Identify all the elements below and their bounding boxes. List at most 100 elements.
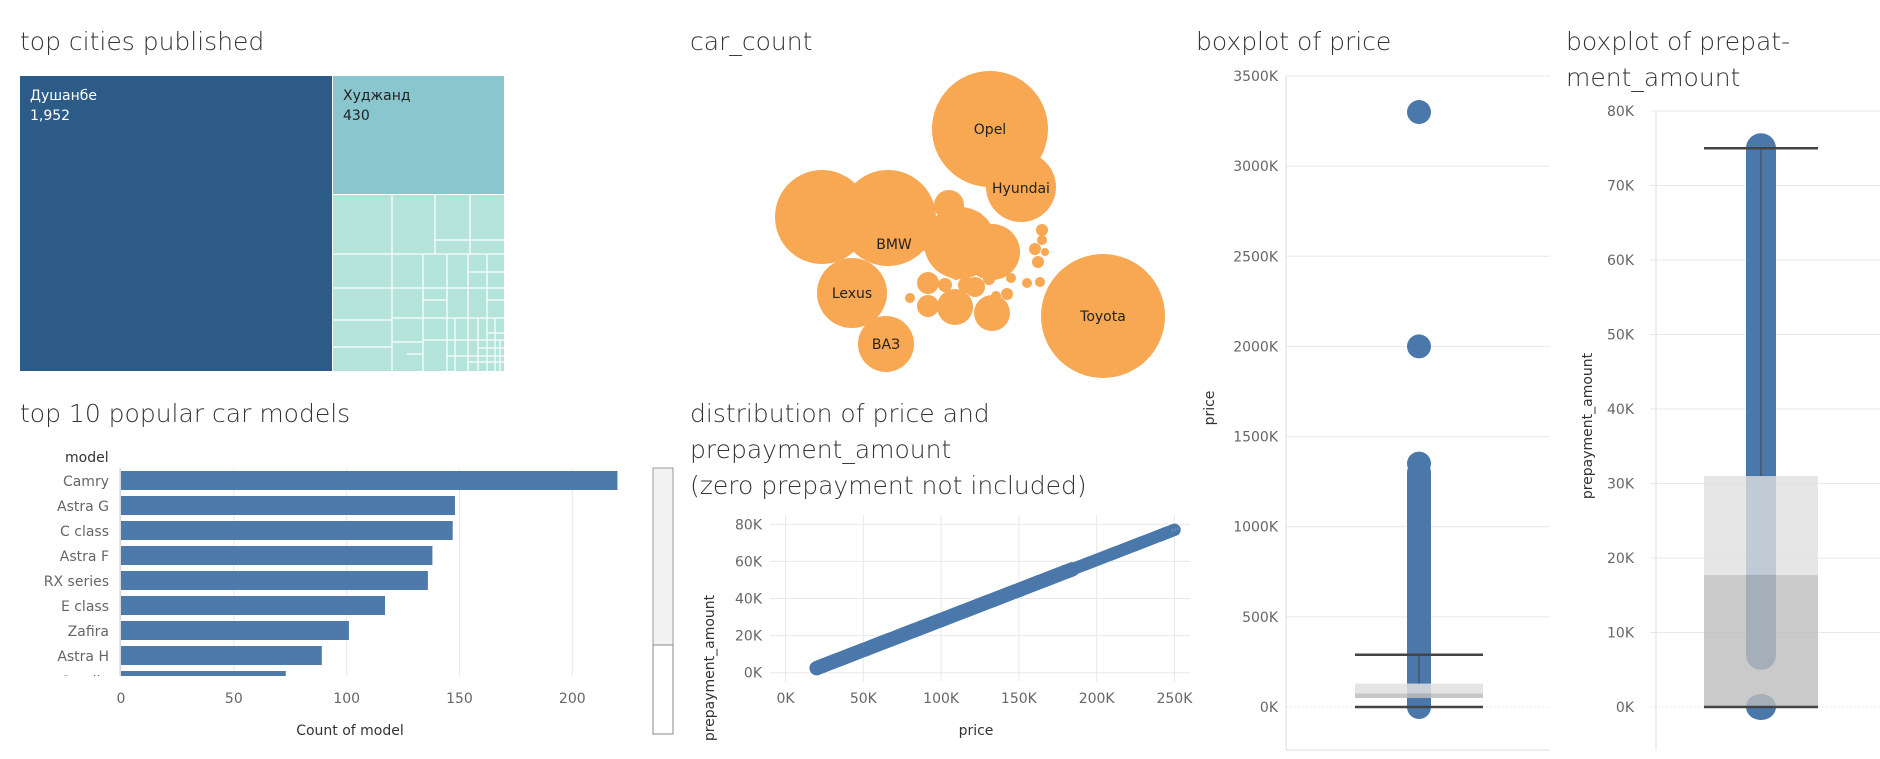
treemap-panel: top cities published Душанбе 1,952 Худжа…	[0, 0, 520, 380]
bubble-vaz[interactable]	[858, 316, 914, 372]
treemap-node-dushanbe[interactable]	[20, 76, 332, 371]
bar-x-tick-label: 100	[333, 691, 360, 707]
bar-camry[interactable]	[121, 471, 618, 490]
scatter-title-line3: (zero prepayment not included)	[690, 471, 1087, 500]
bubble-lexus[interactable]	[817, 258, 887, 328]
boxplot-prepay-y-tick-label: 70K	[1607, 179, 1635, 195]
scatter-y-axis-label: prepayment_amount	[702, 594, 718, 741]
bar-category-label: C class	[60, 524, 109, 540]
bar-zafira[interactable]	[121, 621, 349, 640]
bubble-hyundai[interactable]	[986, 152, 1056, 222]
scatter-y-tick-label: 20K	[735, 629, 763, 645]
scatter-panel: distribution of price and prepayment_amo…	[670, 390, 1200, 759]
bar-x-tick-label: 0	[117, 691, 126, 707]
boxplot-price-y-tick-label: 3000K	[1233, 159, 1279, 175]
boxplot-price-outlier[interactable]	[1407, 100, 1431, 125]
scatter-x-axis-label: price	[959, 723, 994, 739]
bubble-small[interactable]	[1037, 235, 1047, 245]
boxplot-prepay-upper-box[interactable]	[1704, 476, 1818, 576]
bubble-small[interactable]	[997, 267, 1007, 277]
bubble-small[interactable]	[974, 295, 1010, 331]
boxplot-prepay-lower-box[interactable]	[1704, 575, 1818, 707]
scatter-title-line2: prepayment_amount	[690, 435, 952, 464]
treemap-label-khujand: Худжанд	[343, 88, 411, 104]
scatter-y-tick-label: 0K	[744, 666, 763, 682]
boxplot-price-y-tick-label: 2000K	[1233, 339, 1279, 355]
boxplot-prepay-title-line1: boxplot of prepat-	[1566, 27, 1791, 56]
bubble-toyota[interactable]	[1041, 254, 1165, 378]
bar-category-label: Zafira	[68, 624, 109, 640]
boxplot-price-y-tick-label: 0K	[1260, 700, 1279, 716]
bar-rx-series[interactable]	[121, 571, 428, 590]
treemap-node-khujand[interactable]	[333, 76, 504, 194]
bar-scrollbar[interactable]	[652, 467, 674, 735]
boxplot-prepay-y-axis-label: prepayment_amount	[1580, 352, 1596, 499]
scatter-x-tick-label: 100K	[923, 691, 960, 707]
boxplot-prepay-y-tick-label: 0K	[1616, 700, 1635, 716]
bar-astra-h[interactable]	[121, 646, 322, 665]
boxplot-price-upper-box[interactable]	[1355, 683, 1483, 694]
boxplot-price-y-tick-label: 2500K	[1233, 249, 1279, 265]
bar-c-class[interactable]	[121, 521, 453, 540]
bar-astra-g[interactable]	[121, 496, 455, 515]
bar-category-label: Astra H	[57, 649, 109, 665]
bubble-label-toyota: Toyota	[1079, 309, 1126, 325]
bubble-small[interactable]	[917, 272, 939, 294]
boxplot-price-y-tick-label: 1500K	[1233, 430, 1279, 446]
bubble-title: car_count	[690, 27, 813, 56]
boxplot-prepay-y-tick-label: 80K	[1607, 104, 1635, 120]
boxplot-prepay-y-tick-label: 20K	[1607, 551, 1635, 567]
treemap-value-dushanbe: 1,952	[30, 108, 70, 124]
bar-x-tick-label: 200	[559, 691, 586, 707]
boxplot-price-lower-box[interactable]	[1355, 693, 1483, 698]
bar-corolla[interactable]	[121, 671, 286, 690]
bubble-small[interactable]	[1029, 243, 1041, 255]
bubble-small[interactable]	[905, 293, 915, 303]
bubble-label-bmw: BMW	[876, 237, 912, 253]
boxplot-prepay-y-tick-label: 40K	[1607, 402, 1635, 418]
bar-category-label: E class	[61, 599, 109, 615]
boxplot-price-outlier[interactable]	[1407, 334, 1431, 359]
bubble-small[interactable]	[938, 278, 952, 292]
boxplot-price-chart: price 0K 500K 1000K 1500K 2000K 2500K 3000K 350…	[1202, 69, 1550, 751]
scatter-x-tick-label: 0K	[777, 691, 796, 707]
bubble-small[interactable]	[965, 277, 985, 297]
bubble-small[interactable]	[1006, 273, 1016, 283]
scatter-point[interactable]	[1168, 523, 1181, 537]
bar-astra-f[interactable]	[121, 546, 433, 565]
bubble-small[interactable]	[917, 295, 939, 317]
treemap-title: top cities published	[20, 27, 265, 56]
scatter-x-tick-label: 200K	[1079, 691, 1116, 707]
bubble-small[interactable]	[1036, 224, 1048, 236]
bubble-small[interactable]	[1001, 288, 1013, 300]
bubble-small[interactable]	[1035, 277, 1045, 287]
boxplot-price-outlier[interactable]	[1407, 451, 1431, 476]
bubble-bmw[interactable]	[924, 207, 996, 279]
bubble-small[interactable]	[991, 291, 1001, 301]
bubble-unlabeled-large[interactable]	[840, 170, 936, 266]
bar-category-label: Astra F	[60, 549, 109, 565]
bar-x-tick-label: 50	[225, 691, 243, 707]
bubble-small[interactable]	[1041, 248, 1049, 256]
bar-category-label: Corolla	[60, 674, 109, 690]
boxplot-prepay-y-tick-label: 60K	[1607, 253, 1635, 269]
bar-x-axis-label: Count of model	[296, 723, 404, 739]
bar-scroll-thumb[interactable]	[652, 644, 674, 735]
bar-panel: top 10 popular car models model Count of…	[0, 390, 680, 759]
bar-e-class[interactable]	[121, 596, 386, 615]
bar-x-tick-label: 150	[446, 691, 473, 707]
boxplot-price-y-tick-label: 1000K	[1233, 520, 1279, 536]
boxplot-prepay-title-line2: ment_amount	[1566, 63, 1741, 92]
scatter-y-tick-label: 40K	[735, 592, 763, 608]
scatter-title-line1: distribution of price and	[690, 399, 990, 428]
bubble-small[interactable]	[1032, 256, 1044, 268]
boxplot-price-panel: boxplot of price price 0K 500K 1000K 1500K 2…	[1180, 0, 1560, 759]
boxplot-prepay-y-tick-label: 50K	[1607, 328, 1635, 344]
treemap-small-cells[interactable]	[333, 195, 504, 371]
bubble-unlabeled-xl[interactable]	[775, 170, 869, 264]
bubble-small[interactable]	[1022, 278, 1032, 288]
boxplot-price-title: boxplot of price	[1196, 27, 1392, 56]
treemap-label-dushanbe: Душанбе	[30, 88, 97, 104]
bubble-small[interactable]	[937, 289, 973, 325]
boxplot-price-y-tick-label: 3500K	[1233, 69, 1279, 85]
